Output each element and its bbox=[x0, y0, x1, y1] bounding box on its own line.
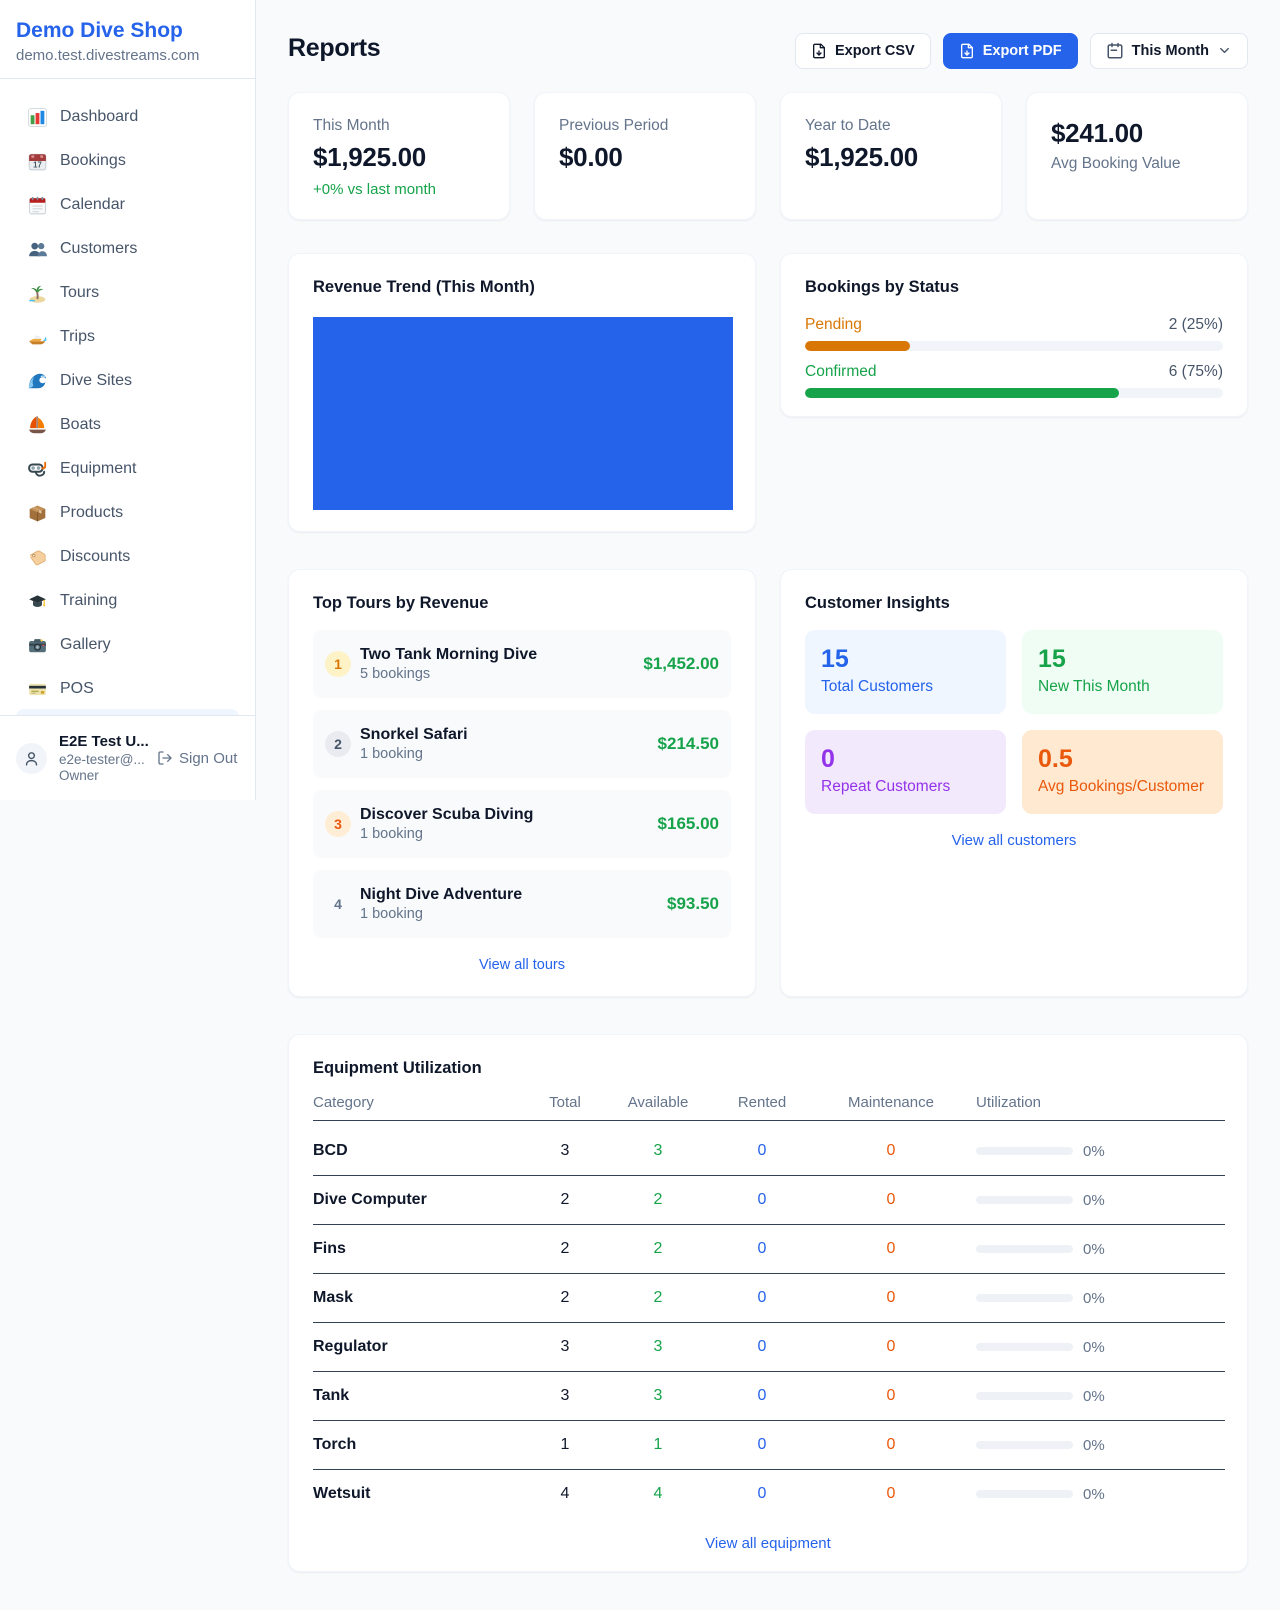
svg-text:17: 17 bbox=[33, 160, 42, 169]
